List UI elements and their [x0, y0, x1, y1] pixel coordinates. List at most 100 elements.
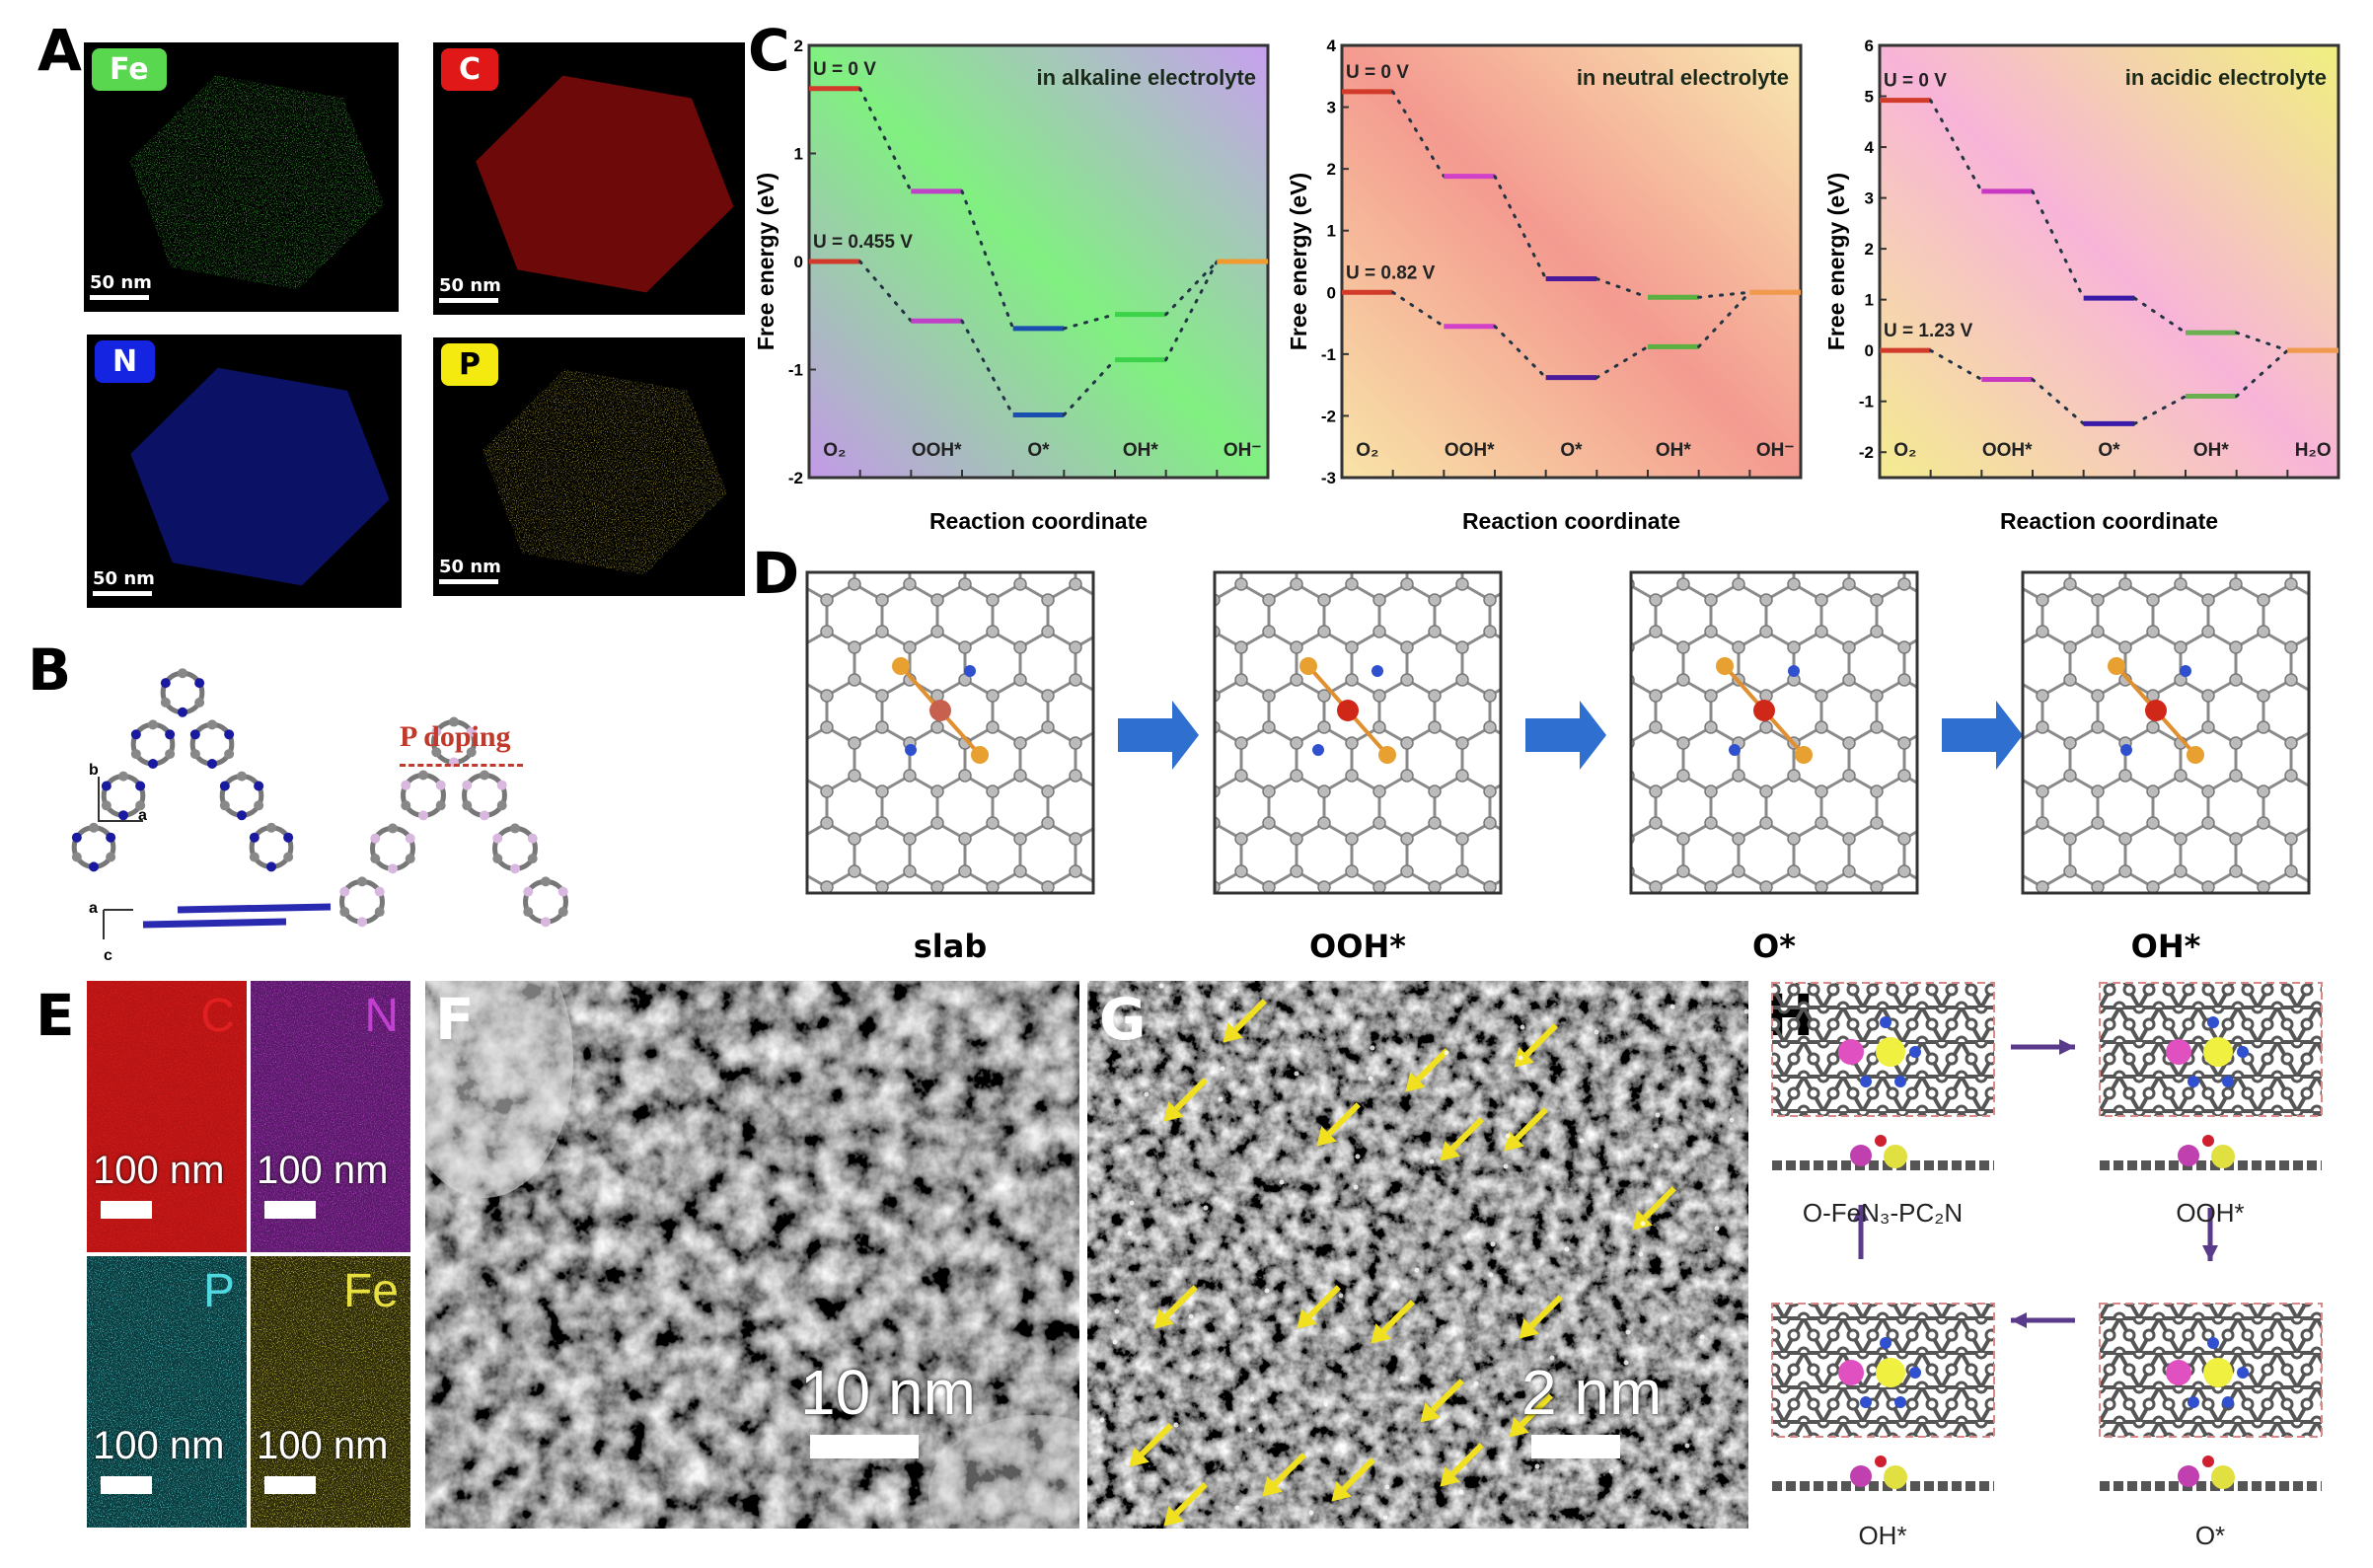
pristine-structure	[71, 668, 294, 872]
y-tick-label: 1	[794, 145, 803, 164]
scale-bar: 50 nm	[439, 557, 501, 584]
p-doped-structure	[339, 716, 568, 928]
category-label: OH⁻	[1756, 440, 1795, 461]
arrow-indicator-icon	[1163, 1482, 1208, 1527]
scale-bar	[264, 1201, 316, 1219]
arrow-indicator-icon	[1153, 1285, 1198, 1329]
connector	[1929, 348, 1983, 382]
connector	[1164, 260, 1219, 362]
scale-bar-2nm: 2 nm	[1521, 1356, 1662, 1458]
eds-map-c: C 100 nm	[87, 981, 247, 1252]
connector	[2031, 378, 2086, 425]
connector	[2132, 296, 2188, 335]
scale-bar	[101, 1201, 152, 1219]
c3n4-structure-diagram	[71, 668, 568, 939]
axis-label-a: a	[138, 807, 147, 824]
element-distribution	[130, 367, 390, 586]
state-label: O-FeN₃-PC₂N	[1802, 1198, 1964, 1228]
category-label: H₂O	[2295, 440, 2332, 461]
y-tick-label: -3	[1321, 469, 1336, 487]
connector	[1062, 358, 1117, 416]
y-tick-label: 0	[794, 253, 803, 271]
connector	[1594, 277, 1650, 299]
arrow-indicator-icon	[1331, 1457, 1375, 1502]
connector	[2132, 395, 2188, 425]
scale-bar-label: 50 nm	[93, 568, 155, 589]
connector	[1697, 290, 1751, 348]
chart-annotation: in acidic electrolyte	[2125, 65, 2327, 90]
element-distribution	[476, 75, 734, 293]
free-energy-chart-3: -2 -1 0 1 2 3 4 5 6 U = 0 V U = 1.23 V O₂ OOH* O* OH* H…	[1823, 37, 2340, 534]
category-label: OH⁻	[1224, 440, 1262, 461]
y-tick-label: -2	[1859, 443, 1874, 462]
y-tick-label: -2	[1321, 407, 1336, 425]
connector	[1391, 290, 1446, 329]
connector	[1493, 325, 1548, 380]
scale-bar: 50 nm	[439, 275, 501, 303]
panel-label-d: D	[752, 540, 800, 607]
axis-label-a-side: a	[89, 900, 98, 917]
catalyst-model	[2099, 1303, 2323, 1491]
y-tick-label: 6	[1865, 37, 1874, 55]
potential-label: U = 0.82 V	[1346, 262, 1436, 283]
category-label: OOH*	[1982, 440, 2033, 461]
catalyst-model	[1771, 982, 1995, 1170]
connector	[960, 189, 1015, 331]
category-label: O₂	[1356, 440, 1378, 461]
plot-area	[1878, 43, 2340, 480]
arrow-indicator-icon	[1632, 1186, 1676, 1231]
element-badge: C	[441, 48, 499, 91]
scale-bar	[264, 1476, 316, 1494]
connector	[1493, 175, 1548, 281]
slab-label: OOH*	[1309, 928, 1406, 965]
element-badge: P	[441, 343, 498, 386]
reaction-cycle-diagram	[1771, 982, 2323, 1491]
arrow-indicator-icon	[1519, 1295, 1563, 1339]
panel-g-stem-image: G 2 nm	[1087, 981, 1748, 1529]
axis-label-b: b	[89, 762, 99, 779]
potential-label: U = 0 V	[813, 59, 876, 80]
arrow-indicator-icon	[1405, 1048, 1449, 1092]
axis-label-c: c	[104, 947, 112, 964]
cycle-arrow-icon	[1853, 1205, 1869, 1259]
y-tick-label: 0	[1327, 283, 1336, 302]
connector	[858, 260, 913, 323]
panel-label-a: A	[37, 17, 82, 84]
x-axis-label: Reaction coordinate	[929, 508, 1148, 534]
slab-structure-slab	[805, 570, 1095, 895]
element-label: C	[200, 990, 235, 1042]
y-tick-label: 2	[1327, 160, 1336, 179]
eds-map-n: N 100 nm	[251, 981, 410, 1252]
y-tick-label: -1	[1321, 345, 1336, 364]
eds-map-p: P 50 nm	[433, 337, 745, 596]
scale-bar-label: 100 nm	[257, 1424, 389, 1467]
eds-map-fe: Fe 50 nm	[84, 42, 399, 312]
y-tick-label: 3	[1327, 99, 1336, 117]
connector	[1697, 290, 1751, 299]
connector	[1929, 99, 1983, 193]
element-distribution	[482, 368, 727, 575]
arrow-indicator-icon	[1316, 1102, 1361, 1147]
connector	[1594, 344, 1650, 380]
connector	[2235, 331, 2289, 352]
scale-bar-label: 100 nm	[93, 1424, 225, 1467]
arrow-indicator-icon	[1420, 1379, 1464, 1423]
scale-bar-label: 50 nm	[90, 272, 152, 293]
element-badge: N	[95, 340, 156, 383]
category-label: O*	[1560, 440, 1583, 461]
eds-map-p: P 100 nm	[87, 1256, 247, 1528]
panel-b-structure: P doping b a a c	[59, 624, 750, 974]
plot-area	[1340, 43, 1803, 480]
connector	[2031, 189, 2086, 300]
connector	[858, 87, 913, 193]
element-label: P	[202, 1265, 235, 1317]
connector	[1062, 313, 1117, 331]
arrow-indicator-icon	[1440, 1443, 1484, 1487]
x-axis-label: Reaction coordinate	[2000, 508, 2218, 534]
state-label: O*	[2194, 1521, 2226, 1550]
y-tick-label: -1	[788, 361, 803, 380]
arrow-indicator-icon	[1163, 1078, 1208, 1122]
element-label: Fe	[342, 1265, 399, 1317]
y-tick-label: 5	[1865, 88, 1874, 107]
free-energy-chart-2: -3 -2 -1 0 1 2 3 4 U = 0 V U = 0.82 V O₂ OOH* O* OH* O…	[1286, 37, 1803, 534]
